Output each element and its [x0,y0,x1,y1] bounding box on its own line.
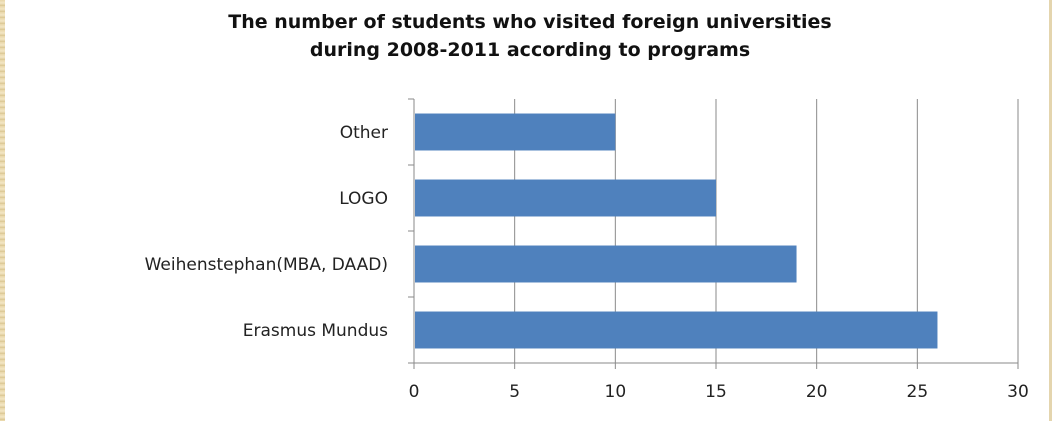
bar-logo [415,179,716,217]
decorative-right-border [1049,0,1052,421]
category-label: Erasmus Mundus [243,321,388,341]
x-tick-label: 0 [409,382,420,402]
x-tick-label: 15 [705,382,727,402]
x-tick-label: 20 [806,382,828,402]
decorative-left-border [0,0,5,421]
bar-erasmus-mundus [415,311,938,349]
x-tick-label: 5 [509,382,520,402]
chart-title: The number of students who visited forei… [120,8,940,64]
category-label: Weihenstephan(MBA, DAAD) [145,255,388,275]
bar-other [415,113,616,151]
category-label: Other [340,123,388,143]
category-label: LOGO [339,189,388,209]
x-tick-label: 30 [1007,382,1029,402]
x-tick-label: 10 [605,382,627,402]
chart-title-line-1: The number of students who visited forei… [228,11,832,33]
bar-weihenstephan-mba-daad [415,245,797,283]
chart-title-line-2: during 2008-2011 according to programs [309,39,751,61]
x-tick-label: 25 [907,382,929,402]
